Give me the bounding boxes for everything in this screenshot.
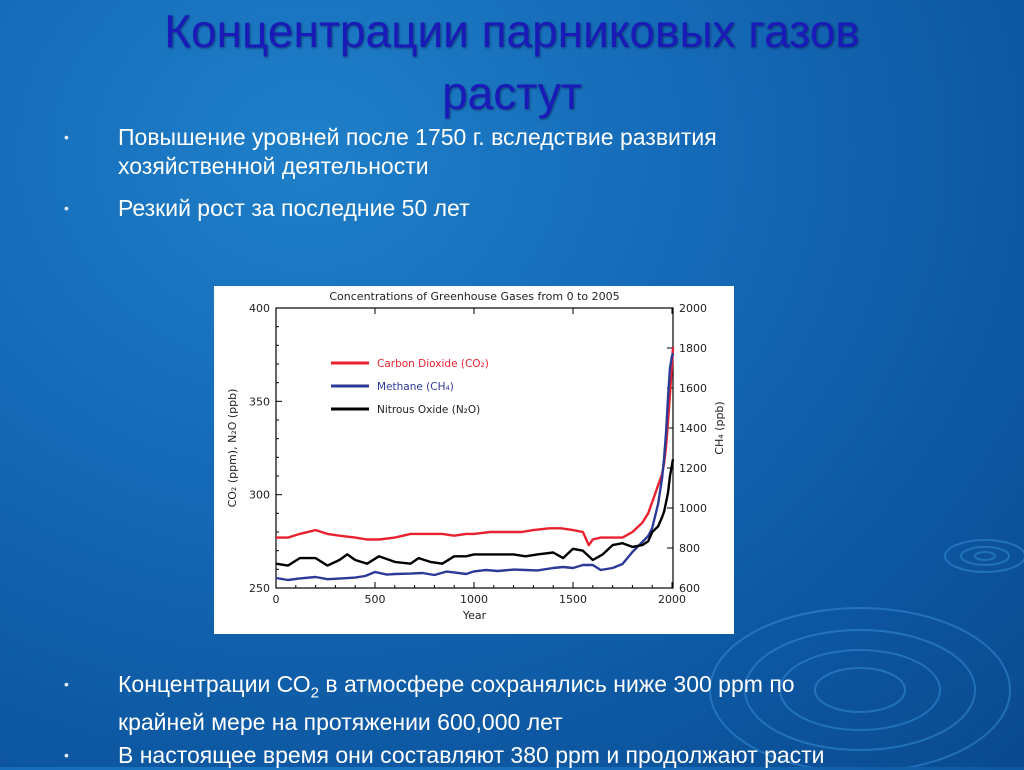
y-right-axis-label: CH₄ (ppb)	[713, 401, 726, 454]
y-right-tick-label: 1200	[679, 462, 707, 475]
y-left-tick-label: 300	[249, 489, 270, 502]
bullet-text-line2: крайней мере на протяжении 600,000 лет	[118, 708, 563, 735]
y-left-tick-label: 400	[249, 302, 270, 315]
bullet-text-rest: в атмосфере сохранялись ниже 300 ppm по	[319, 671, 795, 697]
series-line-2	[275, 458, 675, 567]
series-line-0	[276, 347, 675, 547]
y-right-tick-label: 1600	[679, 382, 707, 395]
y-right-tick-label: 1400	[679, 422, 707, 435]
bullet-item: • В настоящее время они составляют 380 p…	[64, 741, 964, 770]
y-left-tick-label: 350	[249, 395, 270, 408]
series-line-1	[275, 352, 675, 582]
bullet-subscript: 2	[310, 684, 320, 702]
bullet-text: Концентрации СО	[118, 671, 311, 697]
chart-title: Concentrations of Greenhouse Gases from …	[329, 290, 619, 303]
bullet-text-line2: хозяйственной деятельности	[118, 153, 429, 179]
bullet-glyph: •	[64, 129, 69, 145]
y-right-tick-label: 2000	[679, 302, 707, 315]
y-left-tick-label: 250	[249, 582, 270, 595]
y-right-tick-label: 600	[679, 582, 700, 595]
y-right-tick-label: 1000	[679, 502, 707, 515]
legend-label: Methane (CH₄)	[377, 381, 454, 393]
bullet-item: • Резкий рост за последние 50 лет	[64, 194, 964, 223]
y-right-tick-label: 1800	[679, 342, 707, 355]
x-tick-label: 2000	[658, 593, 686, 606]
x-tick-label: 500	[365, 593, 386, 606]
x-tick-label: 1500	[559, 593, 587, 606]
x-tick-label: 1000	[460, 593, 488, 606]
bullet-item: • Концентрации СО2 в атмосфере сохраняли…	[64, 670, 964, 737]
bullet-text: В настоящее время они составляют 380 ppm…	[118, 742, 825, 768]
y-right-tick-label: 800	[679, 542, 700, 555]
bullet-text: Повышение уровней после 1750 г. вследств…	[118, 124, 717, 150]
bullet-glyph: •	[64, 747, 69, 763]
x-tick-label: 0	[273, 593, 280, 606]
legend-label: Carbon Dioxide (CO₂)	[377, 358, 489, 370]
bullet-item: • Повышение уровней после 1750 г. вследс…	[64, 123, 964, 181]
y-left-axis-label: CO₂ (ppm), N₂O (ppb)	[226, 389, 239, 508]
slide-title-line1: Концентрации парниковых газов	[164, 5, 860, 57]
bullet-glyph: •	[64, 200, 69, 216]
x-axis-label: Year	[462, 609, 487, 622]
legend-label: Nitrous Oxide (N₂O)	[377, 404, 480, 416]
ghg-chart: Concentrations of Greenhouse Gases from …	[214, 286, 734, 634]
ghg-chart-svg: Concentrations of Greenhouse Gases from …	[226, 290, 726, 622]
slide-title-line2: растут	[442, 67, 582, 119]
bullet-glyph: •	[64, 676, 69, 692]
bullet-text: Резкий рост за последние 50 лет	[118, 195, 470, 221]
